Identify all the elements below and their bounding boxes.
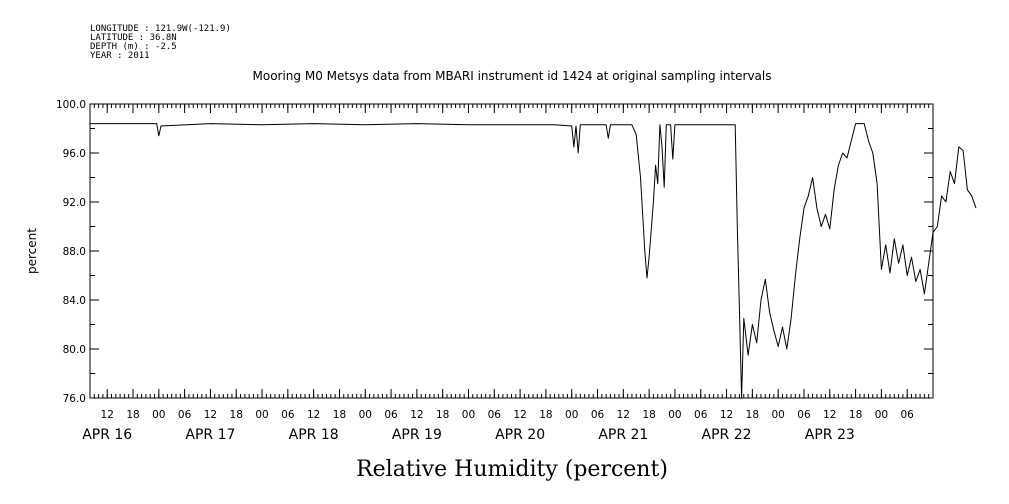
x-axis-title: Relative Humidity (percent) <box>356 457 668 482</box>
x-hour-label: 00 <box>668 409 681 421</box>
longitude-text: LONGITUDE : 121.9W(-121.9) <box>90 24 231 34</box>
x-hour-label: 06 <box>901 409 915 421</box>
x-hour-label: 12 <box>720 409 733 421</box>
x-hour-label: 00 <box>771 409 784 421</box>
x-hour-label: 06 <box>178 409 192 421</box>
x-hour-label: 00 <box>152 409 165 421</box>
latitude-text: LATITUDE : 36.8N <box>90 33 177 43</box>
year-text: YEAR : 2011 <box>90 51 150 61</box>
x-hour-label: 12 <box>617 409 630 421</box>
x-hour-label: 18 <box>230 409 243 421</box>
x-hour-label: 06 <box>694 409 708 421</box>
y-tick-label: 84.0 <box>63 295 86 307</box>
x-hour-label: 18 <box>746 409 759 421</box>
x-hour-label: 12 <box>101 409 114 421</box>
x-hour-label: 18 <box>539 409 552 421</box>
x-hour-label: 00 <box>565 409 578 421</box>
x-hour-label: 06 <box>591 409 605 421</box>
y-axis-label: percent <box>25 228 39 274</box>
x-hour-label: 00 <box>359 409 372 421</box>
depth-text: DEPTH (m) : -2.5 <box>90 42 177 52</box>
plot-frame <box>89 103 934 399</box>
x-hour-label: 18 <box>126 409 139 421</box>
x-day-label: APR 19 <box>392 427 442 443</box>
x-hour-label: 12 <box>204 409 217 421</box>
x-hour-label: 12 <box>410 409 423 421</box>
x-day-label: APR 23 <box>805 427 855 443</box>
y-tick-label: 76.0 <box>63 393 86 405</box>
x-day-label: APR 22 <box>702 427 752 443</box>
humidity-series-line <box>90 123 977 399</box>
y-tick-label: 96.0 <box>63 148 86 160</box>
x-day-label: APR 16 <box>82 427 132 443</box>
y-tick-label: 88.0 <box>63 246 86 258</box>
x-hour-label: 00 <box>255 409 268 421</box>
plot-series <box>90 123 977 399</box>
x-hour-label: 18 <box>642 409 655 421</box>
x-hour-label: 06 <box>797 409 811 421</box>
x-hour-label: 12 <box>823 409 836 421</box>
y-tick-label: 92.0 <box>63 197 86 209</box>
x-hour-label: 00 <box>462 409 475 421</box>
x-hour-label: 18 <box>436 409 449 421</box>
x-hour-label: 18 <box>333 409 346 421</box>
x-day-label: APR 17 <box>185 427 235 443</box>
y-tick-label: 100.0 <box>56 99 86 111</box>
x-day-label: APR 20 <box>495 427 545 443</box>
x-hour-label: 12 <box>513 409 526 421</box>
x-hour-label: 06 <box>384 409 398 421</box>
x-day-label: APR 21 <box>598 427 648 443</box>
x-hour-label: 18 <box>849 409 862 421</box>
chart-title: Mooring M0 Metsys data from MBARI instru… <box>253 69 772 83</box>
x-hour-label: 06 <box>281 409 295 421</box>
x-axis: 12 18 00 06 12 18 00 06 12 18 00 06 12 18 00 06 12 18 00 06… <box>82 104 934 443</box>
x-hour-label: 00 <box>875 409 888 421</box>
x-hour-label: 12 <box>307 409 320 421</box>
x-day-label: APR 18 <box>289 427 339 443</box>
x-hour-label: 06 <box>488 409 502 421</box>
metadata-block: LONGITUDE : 121.9W(-121.9) LATITUDE : 36… <box>90 24 231 61</box>
y-tick-label: 80.0 <box>63 344 86 356</box>
y-axis: 76.0 80.0 84.0 88.0 92.0 96.0 100.0 <box>56 99 933 405</box>
